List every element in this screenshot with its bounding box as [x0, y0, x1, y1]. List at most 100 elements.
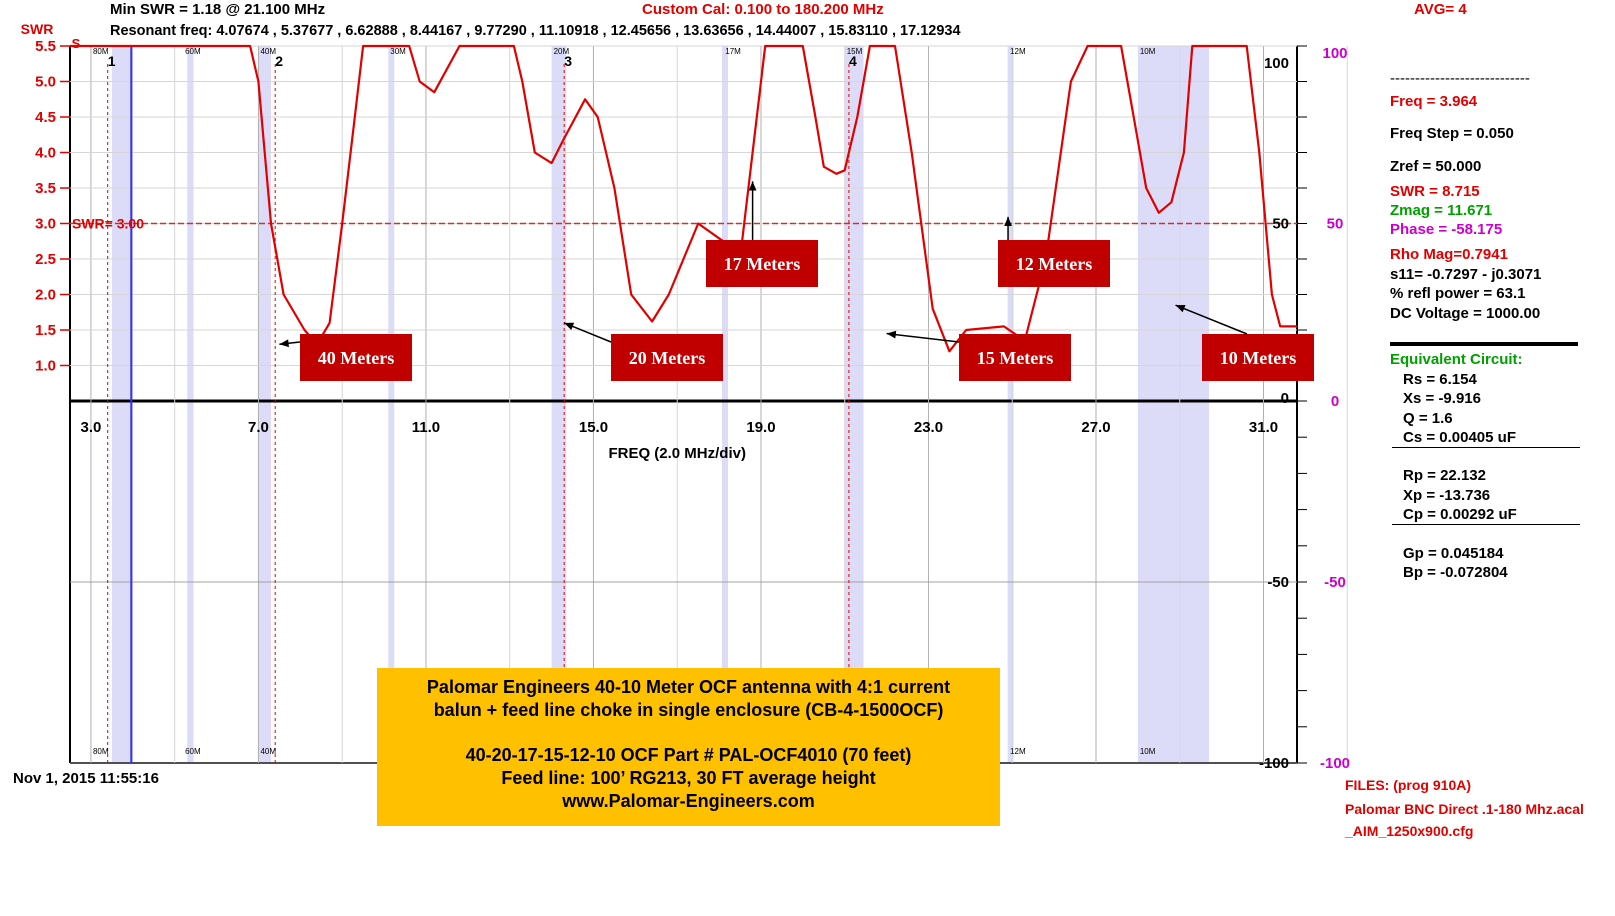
tick-labels: 5.5 5.0 4.5 4.0 3.5 3.0 2.5 2.0 1.5 1.0 SWR S SWR= 3…: [21, 21, 1350, 772]
right-magenta-tick-label: 100: [1322, 45, 1347, 62]
right-black-tick-label: 0: [1281, 390, 1289, 407]
band-shading: [111, 46, 1210, 763]
rs-readout: Rs = 6.154: [1403, 371, 1477, 388]
swr-reference-label: SWR= 3.00: [72, 216, 144, 232]
bp-readout: Bp = -0.072804: [1403, 564, 1508, 581]
swr-tick-label: 1.0: [35, 358, 56, 375]
band-shade: [1137, 46, 1210, 763]
q-readout: Q = 1.6: [1403, 410, 1453, 427]
cs-readout: Cs = 0.00405 uF: [1403, 429, 1516, 446]
xs-readout: Xs = -9.916: [1403, 390, 1481, 407]
x-tick-label: 11.0: [412, 419, 440, 436]
callout-label: 15 Meters: [977, 348, 1053, 368]
freq-step-readout: Freq Step = 0.050: [1390, 125, 1514, 142]
callout-arrowhead: [564, 322, 575, 330]
marker-number: 4: [849, 53, 857, 69]
x-tick-label: 7.0: [248, 419, 269, 436]
callout-box: [706, 240, 818, 287]
zmag-readout: Zmag = 11.671: [1390, 202, 1493, 219]
files-label: FILES: (prog 910A): [1345, 777, 1472, 793]
callout-box: [959, 334, 1071, 381]
band-shade: [258, 46, 272, 763]
x-tick-label: 3.0: [81, 419, 102, 436]
readout-separator: ----------------------------: [1390, 70, 1530, 87]
cp-underline: [1392, 524, 1580, 525]
callout-arrow: [1175, 304, 1248, 335]
marker-number: 3: [564, 53, 572, 69]
swr-readout: SWR = 8.715: [1390, 183, 1480, 200]
callout-arrowhead: [1004, 216, 1012, 227]
callout-box: [1202, 334, 1314, 381]
info-line-1: Palomar Engineers 40-10 Meter OCF antenn…: [426, 677, 951, 697]
callout-label: 12 Meters: [1016, 254, 1092, 274]
cp-readout: Cp = 0.00292 uF: [1403, 506, 1517, 523]
info-line-3: 40-20-17-15-12-10 OCF Part # PAL-OCF4010…: [465, 745, 912, 765]
info-line-2: balun + feed line choke in single enclos…: [433, 700, 944, 720]
rp-readout: Rp = 22.132: [1403, 467, 1486, 484]
resonant-freq-list: Resonant freq: 4.07674 , 5.37677 , 6.628…: [110, 23, 961, 39]
band-label: 10M: [1140, 747, 1156, 756]
callout-box: [300, 334, 412, 381]
x-tick-label: 15.0: [579, 419, 608, 436]
band-shade: [551, 46, 567, 763]
callout-label: 10 Meters: [1220, 348, 1296, 368]
custom-cal-label: Custom Cal: 0.100 to 180.200 MHz: [642, 1, 884, 18]
swr-tick-label: 3.5: [35, 180, 56, 197]
band-label: 10M: [1140, 47, 1156, 56]
right-magenta-tick-label: 50: [1327, 216, 1344, 233]
rho-mag-readout: Rho Mag=0.7941: [1390, 246, 1508, 263]
right-magenta-tick-label: -50: [1324, 574, 1346, 591]
swr-tick-label: 5.5: [35, 38, 56, 55]
callout-label: 40 Meters: [318, 348, 394, 368]
timestamp: Nov 1, 2015 11:55:16: [13, 770, 159, 787]
right-magenta-tick-label: -100: [1320, 755, 1350, 772]
swr-tick-label: 2.5: [35, 251, 56, 268]
callout-arrowhead: [748, 181, 757, 191]
x-tick-label: 27.0: [1081, 419, 1110, 436]
callout-arrowhead: [886, 330, 897, 339]
antenna-info-box: Palomar Engineers 40-10 Meter OCF antenn…: [377, 668, 1000, 826]
marker-number: 1: [108, 53, 116, 69]
files-cal-name: Palomar BNC Direct .1-180 Mhz.acal: [1345, 801, 1584, 817]
right-black-tick-label: -100: [1259, 755, 1289, 772]
swr-tick-label: 3.0: [35, 216, 56, 233]
callout-box: [998, 240, 1110, 287]
marker-lines: 1 2 3 4 80M 60M 40M 30M 20M 17M 15M 12M 10M 80M 60M 40M…: [93, 46, 1156, 763]
band-label: 80M: [93, 47, 109, 56]
freq-readout: Freq = 3.964: [1390, 93, 1478, 110]
callout-label: 17 Meters: [724, 254, 800, 274]
info-line-4: Feed line: 100’ RG213, 30 FT average hei…: [501, 768, 876, 788]
xp-readout: Xp = -13.736: [1403, 487, 1491, 504]
min-swr-readout: Min SWR = 1.18 @ 21.100 MHz: [110, 1, 326, 18]
files-cfg-name: _AIM_1250x900.cfg: [1345, 823, 1474, 839]
zref-readout: Zref = 50.000: [1390, 158, 1482, 175]
band-label: 30M: [390, 47, 406, 56]
callout-box: [611, 334, 723, 381]
callout-arrowhead: [1175, 304, 1186, 313]
callout-arrowhead: [279, 339, 289, 348]
swr-tick-label: 2.0: [35, 287, 56, 304]
dc-voltage-readout: DC Voltage = 1000.00: [1390, 305, 1541, 322]
band-label: 20M: [554, 47, 570, 56]
band-shade: [1007, 46, 1014, 763]
x-tick-label: 19.0: [746, 419, 775, 436]
readout-divider: [1390, 342, 1578, 346]
right-black-tick-label: -50: [1267, 574, 1289, 591]
phase-readout: Phase = -58.175: [1390, 221, 1503, 238]
equivalent-circuit-heading: Equivalent Circuit:: [1390, 351, 1523, 368]
band-label: 60M: [185, 47, 201, 56]
swr-axis-title: SWR: [21, 21, 54, 37]
s11-readout: s11= -0.7297 - j0.3071: [1390, 266, 1542, 283]
right-black-tick-label: 50: [1272, 216, 1289, 233]
info-website: www.Palomar-Engineers.com: [562, 791, 815, 811]
band-shade: [187, 46, 194, 763]
band-label: 17M: [725, 47, 741, 56]
band-shade: [111, 46, 133, 763]
swr-trace-layer: [70, 44, 1297, 353]
x-tick-label: 23.0: [914, 419, 943, 436]
band-shade: [388, 46, 395, 763]
refl-power-readout: % refl power = 63.1: [1390, 285, 1526, 302]
band-label: 15M: [847, 47, 863, 56]
band-shade: [722, 46, 729, 763]
